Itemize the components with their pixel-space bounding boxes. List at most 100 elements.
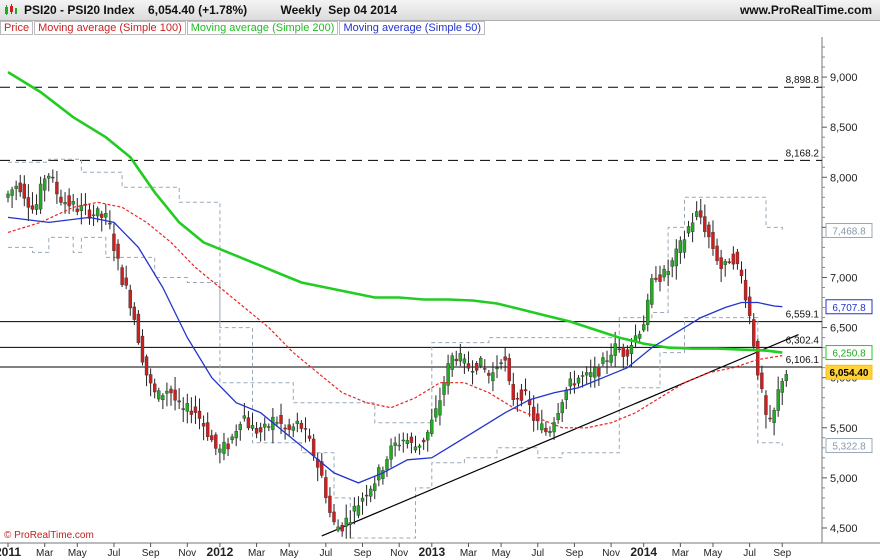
candle-up	[47, 175, 51, 179]
candle-up	[540, 423, 544, 431]
candle-up	[694, 211, 699, 217]
candle-up	[556, 413, 560, 420]
candle-down	[719, 257, 723, 269]
candle-up	[336, 526, 340, 531]
candle-up	[495, 367, 499, 370]
x-tick-label: Sep	[566, 548, 584, 559]
candle-up	[234, 431, 238, 439]
x-tick-label: Sep	[142, 548, 160, 559]
candle-down	[597, 366, 601, 377]
candle-up	[385, 459, 389, 471]
candle-down	[120, 267, 124, 285]
candle-down	[340, 525, 344, 532]
candle-up	[662, 268, 666, 278]
candle-down	[760, 372, 764, 389]
candle-down	[258, 427, 263, 433]
candle-down	[283, 427, 287, 430]
candle-down	[254, 427, 259, 434]
candle-down	[523, 389, 528, 392]
candle-up	[642, 324, 646, 331]
x-tick-label: Jul	[743, 548, 756, 559]
legend-ma50[interactable]: Moving average (Simple 50)	[339, 21, 486, 35]
x-tick-label: Mar	[672, 548, 690, 559]
x-tick-label: 2013	[418, 545, 445, 559]
candle-up	[34, 204, 39, 210]
candle-down	[124, 277, 128, 286]
candle-up	[584, 372, 589, 376]
candle-down	[739, 269, 744, 276]
candle-down	[487, 372, 491, 376]
candle-down	[768, 417, 772, 420]
x-tick-label: May	[280, 548, 299, 559]
candle-up	[650, 278, 654, 305]
value-tag-label: 6,054.40	[830, 368, 869, 379]
candle-down	[421, 439, 426, 443]
candle-down	[756, 340, 760, 376]
candle-down	[519, 389, 524, 401]
candles	[6, 169, 789, 539]
candle-up	[613, 343, 617, 356]
candle-up	[222, 441, 226, 454]
legend-ma200[interactable]: Moving average (Simple 200)	[186, 21, 339, 35]
candle-up	[446, 363, 450, 386]
y-tick-label: 8,500	[830, 122, 858, 134]
candle-down	[26, 197, 31, 208]
candle-up	[686, 226, 691, 234]
candle-up	[238, 424, 242, 431]
legend-price[interactable]: Price	[0, 21, 34, 35]
x-tick-label: Jul	[108, 548, 121, 559]
candle-down	[503, 356, 507, 361]
level-label: 8,168.2	[786, 148, 820, 159]
candle-up	[646, 299, 650, 325]
candle-down	[454, 358, 458, 362]
candle-up	[14, 185, 18, 189]
candle-down	[148, 374, 153, 384]
candle-down	[483, 368, 487, 370]
candle-down	[108, 222, 112, 225]
candle-up	[568, 378, 573, 387]
legend: Price Moving average (Simple 100) Moving a…	[0, 21, 486, 35]
candle-up	[609, 354, 613, 363]
candle-down	[55, 181, 59, 195]
candle-down	[474, 363, 479, 371]
candle-up	[548, 431, 552, 433]
candle-down	[320, 461, 324, 476]
candle-down	[409, 436, 414, 443]
candle-down	[279, 415, 283, 424]
x-tick-label: Mar	[248, 548, 266, 559]
y-tick-label: 6,500	[830, 323, 858, 335]
candle-up	[666, 270, 670, 276]
envelope-lower	[8, 236, 783, 539]
candle-up	[674, 248, 678, 267]
candle-up	[91, 214, 96, 216]
y-tick-label: 4,500	[830, 523, 858, 535]
candle-down	[328, 495, 332, 513]
candle-down	[177, 400, 181, 403]
candle-up	[295, 420, 300, 425]
value-tag-label: 6,250.8	[832, 349, 866, 360]
candle-up	[479, 357, 483, 367]
x-tick-label: Jul	[531, 548, 544, 559]
y-tick-label: 8,000	[830, 172, 858, 184]
ma100-line	[7, 201, 783, 429]
candle-up	[185, 403, 190, 412]
candle-up	[560, 402, 564, 414]
watermark: © ProRealTime.com	[4, 530, 94, 541]
candle-up	[413, 446, 418, 451]
candle-down	[544, 427, 548, 433]
candle-up	[275, 422, 279, 424]
candle-up	[678, 240, 683, 254]
candle-up	[38, 183, 43, 210]
y-tick-label: 5,000	[830, 473, 858, 485]
legend-ma100[interactable]: Moving average (Simple 100)	[34, 21, 186, 35]
level-label: 6,559.1	[786, 310, 820, 321]
candle-down	[617, 348, 621, 350]
candle-down	[715, 245, 719, 262]
candle-down	[654, 277, 658, 280]
candle-up	[63, 202, 67, 205]
candle-down	[246, 417, 251, 429]
candle-up	[589, 372, 593, 377]
candle-down	[707, 224, 711, 238]
candle-down	[189, 410, 194, 415]
